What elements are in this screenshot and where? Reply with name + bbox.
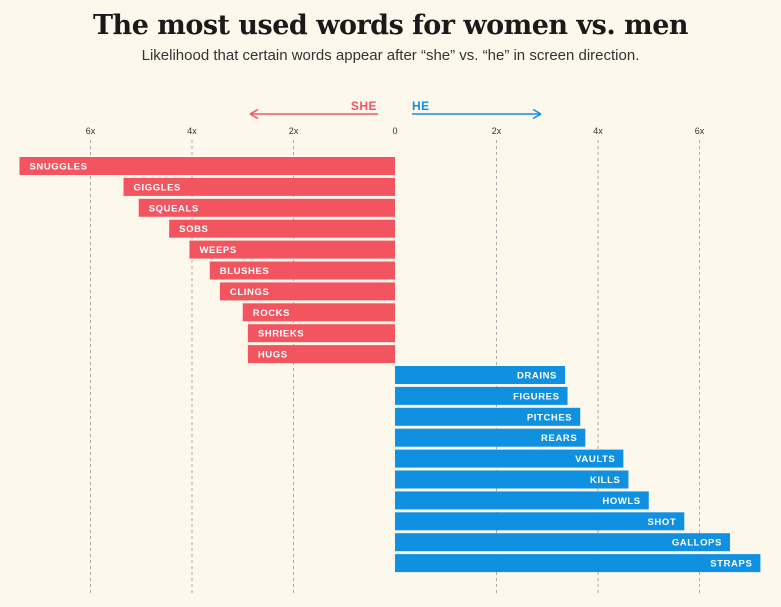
bar-label: KILLS	[590, 475, 620, 486]
she-bar	[247, 345, 395, 364]
bar-label: STRAPS	[710, 559, 752, 570]
bar-label: ROCKS	[253, 308, 290, 319]
bar-label: CLINGS	[230, 287, 270, 298]
she-bar	[123, 177, 396, 196]
bar-label: SQUEALS	[149, 203, 199, 214]
bar-label: PITCHES	[527, 412, 572, 423]
bar-label: HUGS	[258, 350, 288, 361]
she-bar	[138, 198, 395, 217]
x-tick-label: 0	[392, 126, 397, 136]
bar-label: VAULTS	[575, 454, 615, 465]
she-bar	[19, 157, 395, 175]
bar-label: GIGGLES	[133, 182, 180, 193]
he-bar	[395, 491, 649, 510]
bar-label: REARS	[541, 433, 577, 444]
x-tick-label: 4x	[593, 126, 603, 136]
x-tick-label: 4x	[187, 126, 197, 136]
he-bar	[395, 386, 568, 405]
she-bar	[189, 240, 395, 259]
bar-label: BLUSHES	[220, 266, 270, 277]
left-arrow-icon	[249, 108, 259, 120]
bar-label: SOBS	[179, 224, 208, 235]
he-bar	[395, 407, 581, 426]
chart-subtitle: Likelihood that certain words appear aft…	[141, 47, 640, 64]
chart-title: The most used words for women vs. men	[92, 10, 689, 41]
he-bar	[395, 449, 624, 468]
he-bar	[395, 470, 629, 489]
bar-label: SHOT	[647, 517, 676, 528]
bar-label: HOWLS	[602, 496, 640, 507]
bar-label: SNUGGLES	[29, 162, 87, 173]
she-direction-label: SHE	[351, 99, 377, 113]
he-direction-label: HE	[412, 99, 430, 113]
he-bar	[395, 366, 566, 384]
bar-label: FIGURES	[513, 391, 559, 402]
she-bar	[219, 282, 395, 301]
x-tick-label: 2x	[289, 126, 299, 136]
he-bar	[395, 554, 761, 573]
he-bar	[395, 512, 685, 531]
right-arrow-icon	[532, 108, 542, 120]
bar-label: GALLOPS	[672, 538, 722, 549]
x-tick-label: 2x	[492, 126, 502, 136]
she-bar	[247, 324, 395, 343]
bar-label: DRAINS	[517, 371, 557, 382]
he-bar	[395, 428, 586, 447]
he-bar	[395, 533, 730, 552]
she-bar	[169, 219, 395, 238]
bar-label: SHRIEKS	[258, 329, 304, 340]
x-tick-label: 6x	[86, 126, 96, 136]
she-bar	[242, 303, 395, 322]
x-tick-label: 6x	[695, 126, 705, 136]
she-bar	[209, 261, 395, 280]
bar-label: WEEPS	[199, 245, 236, 256]
